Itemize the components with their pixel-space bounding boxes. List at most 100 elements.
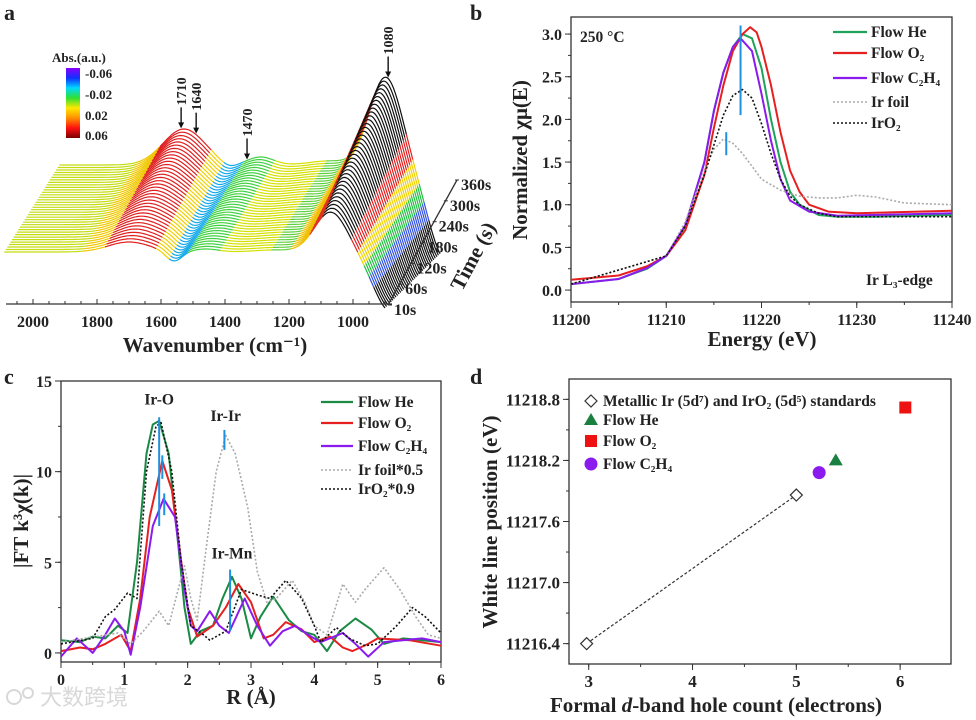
waterfall-trace-segment: [420, 206, 427, 225]
waterfall-trace-segment: [145, 157, 198, 176]
waterfall-trace-segment: [415, 235, 428, 267]
waterfall-trace-segment: [82, 246, 106, 252]
waterfall-trace-segment: [204, 192, 225, 199]
peak-annotation-label: 1640: [190, 83, 205, 111]
panel-b-y-tick-label: 3.0: [542, 27, 562, 44]
legend-label: Flow O₂: [358, 415, 412, 432]
series-line: [60, 497, 442, 658]
panel-d-x-tick-label: 4: [688, 672, 697, 691]
waterfall-trace-segment: [380, 239, 387, 254]
waterfall-trace-segment: [181, 231, 202, 240]
edge-label: Ir L₃-edge: [866, 272, 933, 289]
waterfall-trace-segment: [371, 228, 379, 246]
waterfall-trace-segment: [187, 191, 201, 205]
waterfall-trace-segment: [24, 217, 104, 221]
waterfall-trace-segment: [370, 274, 376, 286]
waterfall-trace: [30, 145, 413, 282]
panel-a-time-tick-label: 300s: [450, 198, 480, 215]
waterfall-trace-segment: [160, 239, 175, 251]
waterfall-trace-segment: [339, 169, 370, 207]
waterfall-trace-segment: [218, 169, 239, 175]
waterfall-trace-segment: [309, 186, 329, 190]
waterfall-trace-segment: [213, 206, 246, 212]
waterfall-trace-segment: [366, 103, 396, 156]
waterfall-trace-segment: [190, 215, 211, 224]
panel-d-x-tick-label: 3: [584, 672, 593, 691]
waterfall-trace-segment: [365, 263, 372, 275]
waterfall-trace-segment: [114, 221, 166, 233]
waterfall-trace-segment: [132, 183, 185, 199]
panel-c-y-tick-label: 5: [44, 555, 52, 572]
waterfall-trace-segment: [292, 231, 312, 247]
waterfall-trace-segment: [192, 213, 213, 221]
panel-a-x-tick-label: 2000: [17, 314, 49, 331]
waterfall-trace-segment: [121, 174, 145, 189]
waterfall-trace-segment: [34, 202, 113, 206]
waterfall-trace-segment: [360, 246, 368, 262]
legend-label: IrO₂*0.9: [358, 481, 415, 498]
panel-b-x-tick-label: 11230: [837, 312, 876, 329]
waterfall-trace-segment: [414, 237, 427, 268]
waterfall-trace: [35, 134, 417, 278]
waterfall-trace-segment: [120, 209, 173, 221]
waterfall-trace-segment: [107, 234, 160, 244]
waterfall-trace-segment: [229, 234, 281, 238]
waterfall-trace-segment: [128, 193, 181, 207]
waterfall-trace-segment: [268, 170, 321, 175]
waterfall-trace-segment: [139, 170, 192, 188]
waterfall-trace-segment: [380, 212, 389, 231]
square-marker: [899, 401, 912, 414]
waterfall-trace-segment: [385, 252, 392, 267]
waterfall-trace-segment: [322, 211, 352, 240]
waterfall-trace-segment: [293, 227, 314, 245]
diamond-marker: [584, 394, 598, 408]
legend-label: Flow He: [603, 412, 659, 429]
waterfall-trace-segment: [142, 163, 195, 182]
waterfall-trace-segment: [171, 246, 192, 257]
waterfall-trace-segment: [13, 235, 93, 238]
waterfall-trace-segment: [391, 193, 400, 215]
waterfall-trace-segment: [409, 221, 416, 238]
waterfall-trace-segment: [309, 216, 324, 235]
panel-c-x-tick-label: 1: [120, 672, 128, 689]
waterfall-trace-segment: [396, 216, 403, 233]
waterfall-trace-segment: [382, 209, 390, 229]
waterfall-trace-segment: [399, 180, 408, 203]
panel-d-chart: 3 4 5 6 11216.4 11217.0 11217.6 11218.2 11218.8 M…: [478, 378, 952, 717]
waterfall-trace-segment: [414, 214, 420, 232]
waterfall-trace-segment: [290, 234, 311, 250]
waterfall-trace-segment: [334, 180, 365, 216]
waterfall-trace-segment: [392, 264, 405, 290]
waterfall-trace-segment: [257, 188, 310, 192]
waterfall-trace-segment: [348, 145, 379, 189]
waterfall-trace-segment: [369, 95, 400, 150]
waterfall-trace-segment: [423, 202, 430, 221]
waterfall-trace-segment: [56, 166, 135, 171]
waterfall-trace-segment: [220, 166, 241, 172]
waterfall-trace-segment: [143, 160, 196, 179]
peak-annotation-label: 1710: [175, 77, 190, 105]
waterfall-trace-segment: [43, 186, 123, 191]
waterfall-trace-segment: [217, 171, 238, 178]
panel-label-b: b: [470, 0, 482, 25]
waterfall-trace-segment: [159, 242, 173, 254]
waterfall-trace: [13, 188, 395, 300]
waterfall-trace-segment: [174, 241, 195, 251]
waterfall-trace-segment: [154, 138, 207, 159]
waterfall-trace-segment: [195, 208, 216, 216]
waterfall-trace-segment: [410, 162, 419, 187]
waterfall-trace-segment: [264, 178, 316, 182]
waterfall-trace-segment: [190, 186, 204, 199]
waterfall-trace-segment: [388, 267, 402, 293]
waterfall-trace-segment: [379, 214, 387, 234]
waterfall-trace-segment: [337, 172, 368, 210]
panel-label-c: c: [4, 364, 14, 389]
waterfall-trace-segment: [195, 177, 209, 191]
x-axis-title-part: d: [622, 693, 633, 717]
waterfall-trace-segment: [393, 221, 400, 237]
waterfall-trace-segment: [342, 161, 373, 201]
waterfall-trace-segment: [170, 249, 191, 259]
legend-label: Flow C₂H₄: [358, 438, 427, 455]
panel-c-y-tick-label: 0: [44, 646, 52, 663]
waterfall-trace-segment: [220, 193, 254, 199]
